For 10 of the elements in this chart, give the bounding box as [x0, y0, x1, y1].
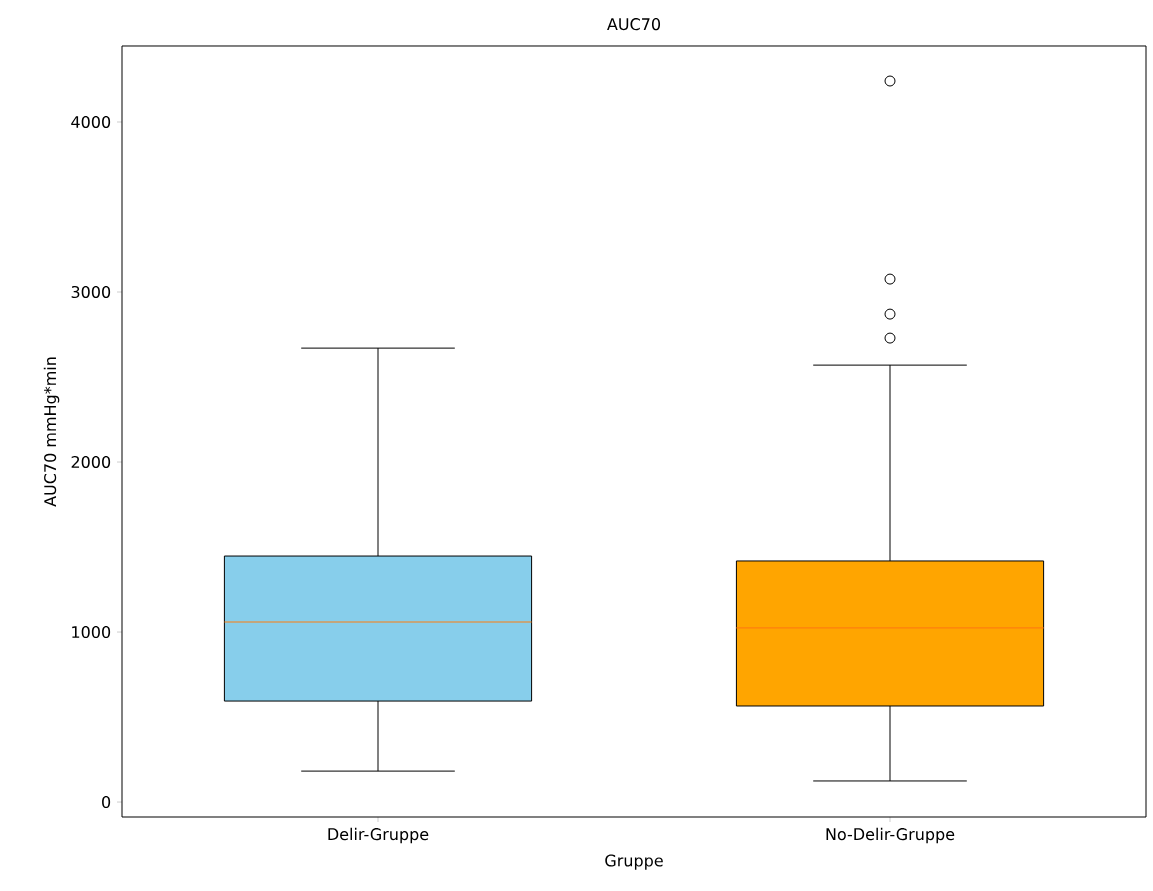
y-tick-label: 4000 — [71, 115, 111, 129]
x-tick-label: Delir-Gruppe — [328, 827, 429, 844]
chart-title: AUC70 — [607, 18, 661, 31]
y-tick-label: 0 — [102, 795, 111, 809]
y-tick-label: 1000 — [72, 625, 111, 639]
y-tick-label: 2000 — [71, 455, 111, 469]
y-tick-label: 3000 — [71, 285, 111, 299]
x-tick-label: No-Delir-Gruppe — [826, 827, 955, 844]
y-axis-title: AUC70 mmHg*min — [43, 357, 60, 507]
x-axis-title: Gruppe — [605, 854, 663, 870]
